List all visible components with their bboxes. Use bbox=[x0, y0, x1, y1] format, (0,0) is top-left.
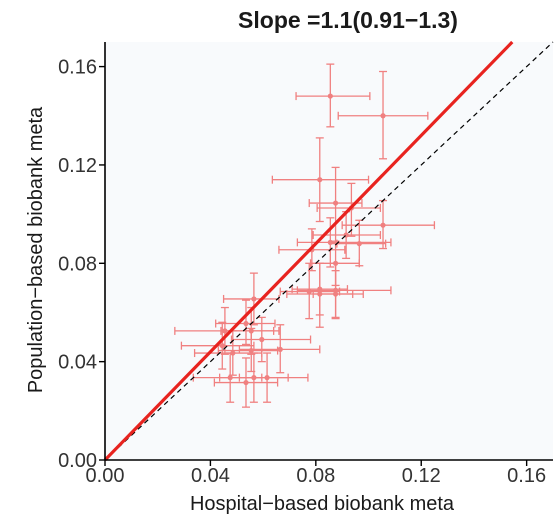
data-points-layer bbox=[174, 63, 436, 408]
y-tick-label: 0.04 bbox=[58, 352, 97, 374]
x-tick-label: 0.12 bbox=[402, 465, 441, 487]
x-tick-label: 0.00 bbox=[86, 465, 125, 487]
point-marker bbox=[251, 296, 257, 302]
regression-line bbox=[103, 40, 514, 462]
point-marker bbox=[259, 336, 265, 343]
data-point bbox=[238, 324, 321, 374]
point-marker bbox=[243, 320, 249, 327]
x-axis-ticks: 0.00 0.04 0.08 0.12 0.16 bbox=[86, 460, 546, 487]
x-tick-label: 0.16 bbox=[507, 465, 546, 487]
point-marker bbox=[317, 177, 323, 183]
y-axis-ticks: 0.00 0.04 0.08 0.12 0.16 bbox=[58, 57, 105, 472]
data-point bbox=[279, 262, 341, 320]
point-marker bbox=[306, 288, 312, 295]
y-tick-label: 0.00 bbox=[58, 450, 97, 472]
point-marker bbox=[243, 379, 249, 386]
point-marker bbox=[317, 291, 323, 297]
data-point bbox=[180, 321, 255, 370]
data-point bbox=[295, 63, 371, 128]
point-marker bbox=[356, 241, 362, 247]
x-tick-label: 0.08 bbox=[296, 465, 335, 487]
point-marker bbox=[277, 346, 283, 352]
point-marker bbox=[332, 200, 339, 206]
point-marker bbox=[380, 222, 386, 228]
data-point bbox=[238, 352, 309, 403]
y-tick-label: 0.08 bbox=[58, 253, 97, 275]
y-tick-label: 0.12 bbox=[58, 155, 97, 177]
data-point bbox=[213, 357, 279, 408]
y-tick-label: 0.16 bbox=[58, 57, 97, 79]
data-point bbox=[337, 70, 429, 160]
y-axis-title: Population−based biobank meta bbox=[25, 106, 47, 393]
point-marker bbox=[264, 375, 270, 381]
point-marker bbox=[219, 343, 225, 349]
chart-title: Slope =1.1(0.91−1.3) bbox=[238, 7, 458, 33]
data-point bbox=[296, 217, 392, 268]
x-axis-title: Hospital−based biobank meta bbox=[190, 493, 455, 515]
point-marker bbox=[327, 93, 333, 99]
x-tick-label: 0.04 bbox=[191, 465, 230, 487]
data-point bbox=[215, 299, 276, 346]
point-marker bbox=[380, 113, 386, 119]
data-point bbox=[286, 262, 354, 328]
identity-line bbox=[104, 41, 554, 461]
